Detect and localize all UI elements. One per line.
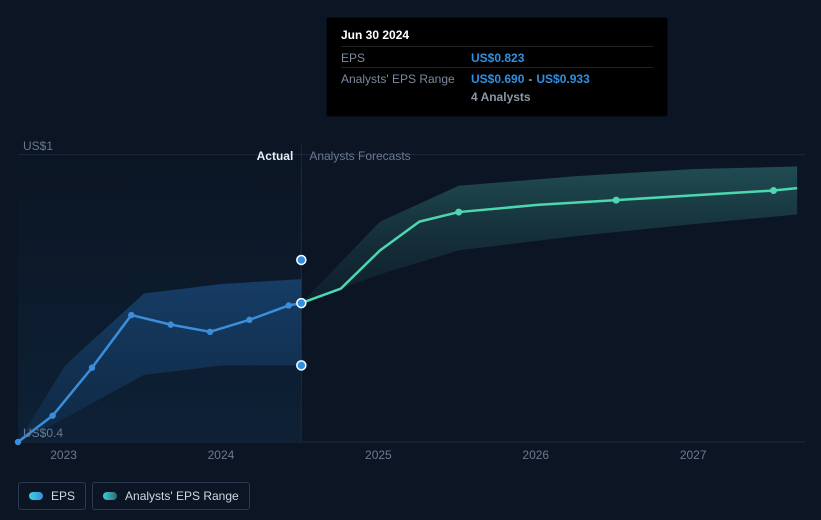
tooltip-date: Jun 30 2024: [341, 28, 653, 42]
legend-chip-eps: [29, 492, 43, 500]
tooltip: Jun 30 2024 EPS US$0.823 Analysts' EPS R…: [327, 18, 667, 116]
legend-label: EPS: [51, 489, 75, 503]
tooltip-value: US$0.823: [471, 51, 524, 65]
tooltip-range-hi: US$0.933: [536, 72, 589, 86]
tooltip-range-lo: US$0.690: [471, 72, 524, 86]
tooltip-row-eps: EPS US$0.823: [341, 46, 653, 67]
tooltip-key: EPS: [341, 51, 471, 65]
region-label-actual: Actual: [257, 149, 294, 163]
y-axis-label: US$0.4: [23, 426, 63, 440]
x-axis-label: 2023: [50, 448, 77, 462]
tooltip-analyst-count: 4 Analysts: [471, 88, 653, 104]
tooltip-range-sep: -: [524, 72, 536, 86]
legend-item-eps[interactable]: EPS: [18, 482, 86, 510]
x-axis-label: 2027: [680, 448, 707, 462]
tooltip-range: US$0.690-US$0.933: [471, 72, 590, 86]
legend-label: Analysts' EPS Range: [125, 489, 239, 503]
legend: EPS Analysts' EPS Range: [18, 482, 250, 510]
legend-chip-range: [103, 492, 117, 500]
y-axis-label: US$1: [23, 139, 53, 153]
x-axis-label: 2026: [522, 448, 549, 462]
x-axis-label: 2024: [208, 448, 235, 462]
eps-forecast-chart: { "layout": { "width": 821, "height": 52…: [0, 0, 821, 520]
tooltip-key: Analysts' EPS Range: [341, 72, 471, 86]
region-label-forecast: Analysts Forecasts: [309, 149, 410, 163]
x-axis-label: 2025: [365, 448, 392, 462]
tooltip-row-range: Analysts' EPS Range US$0.690-US$0.933: [341, 67, 653, 88]
legend-item-range[interactable]: Analysts' EPS Range: [92, 482, 250, 510]
